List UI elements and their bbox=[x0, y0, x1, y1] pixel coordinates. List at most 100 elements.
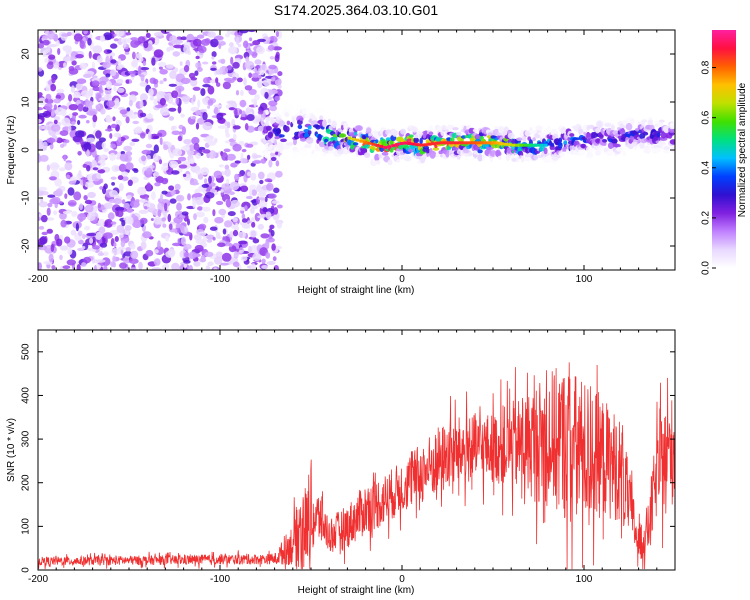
heatmap-noise-cell bbox=[171, 262, 180, 270]
heatmap-noise-cell bbox=[258, 74, 262, 80]
heatmap-noise-cell bbox=[187, 218, 190, 226]
heatmap-noise-cell bbox=[274, 54, 280, 63]
heatmap-noise-cell bbox=[240, 116, 248, 121]
heatmap-peak-cell bbox=[347, 136, 352, 140]
heatmap-noise-cell bbox=[260, 213, 268, 218]
heatmap-noise-cell bbox=[183, 65, 190, 73]
heatmap-noise-cell bbox=[154, 249, 159, 254]
heatmap-signal-cell bbox=[595, 138, 601, 144]
heatmap-noise-cell bbox=[159, 80, 164, 85]
heatmap-noise-cell bbox=[232, 217, 238, 223]
heatmap-peak-cell bbox=[455, 141, 460, 145]
heatmap-noise-cell bbox=[193, 192, 203, 198]
snr-series-line bbox=[38, 362, 675, 570]
heatmap-peak-cell bbox=[451, 141, 456, 145]
heatmap-noise-cell bbox=[251, 51, 258, 59]
heatmap-signal-cell bbox=[294, 151, 299, 157]
heatmap-noise-cell bbox=[251, 160, 262, 164]
heatmap-noise-cell bbox=[103, 148, 109, 152]
heatmap-noise-cell bbox=[89, 237, 94, 244]
heatmap-noise-cell bbox=[153, 32, 164, 37]
heatmap-noise-cell bbox=[222, 228, 227, 235]
heatmap-noise-cell bbox=[191, 136, 200, 145]
heatmap-signal-cell bbox=[334, 136, 338, 142]
heatmap-noise-cell bbox=[159, 137, 163, 146]
heatmap-noise-cell bbox=[162, 223, 167, 228]
heatmap-noise-cell bbox=[259, 179, 264, 185]
colorbar-gradient bbox=[712, 30, 736, 268]
heatmap-noise-cell bbox=[119, 262, 127, 269]
heatmap-noise-cell bbox=[47, 194, 56, 198]
heatmap-peak-cell bbox=[475, 141, 480, 145]
heatmap-noise-cell bbox=[87, 37, 92, 46]
heatmap-noise-cell bbox=[162, 112, 170, 116]
heatmap-noise-cell bbox=[50, 124, 61, 132]
heatmap-signal-cell bbox=[279, 134, 285, 138]
heatmap-noise-cell bbox=[234, 108, 238, 117]
heatmap-noise-cell bbox=[78, 114, 87, 119]
heatmap-noise-cell bbox=[168, 107, 177, 112]
heatmap-noise-cell bbox=[234, 173, 240, 182]
heatmap-noise-cell bbox=[113, 85, 117, 92]
heatmap-noise-cell bbox=[46, 228, 53, 234]
heatmap-noise-cell bbox=[246, 220, 252, 224]
heatmap-signal-cell bbox=[267, 131, 274, 139]
heatmap-signal-cell bbox=[557, 142, 563, 149]
heatmap-noise-cell bbox=[97, 252, 105, 256]
heatmap-noise-cell bbox=[73, 33, 83, 42]
heatmap-noise-cell bbox=[195, 122, 200, 130]
heatmap-noise-cell bbox=[216, 200, 224, 206]
heatmap-noise-cell bbox=[109, 152, 116, 161]
heatmap-noise-cell bbox=[243, 40, 249, 49]
heatmap-noise-cell bbox=[260, 158, 267, 164]
heatmap-noise-cell bbox=[206, 234, 215, 240]
heatmap-noise-cell bbox=[133, 168, 139, 173]
heatmap-noise-cell bbox=[123, 145, 133, 152]
heatmap-noise-cell bbox=[88, 88, 94, 97]
heatmap-noise-cell bbox=[95, 105, 100, 111]
heatmap-peak-cell bbox=[543, 143, 548, 147]
heatmap-noise-cell bbox=[118, 58, 122, 67]
heatmap-peak-cell bbox=[443, 141, 448, 145]
heatmap-noise-cell bbox=[53, 119, 58, 125]
heatmap-noise-cell bbox=[217, 242, 226, 248]
heatmap-signal-cell bbox=[598, 121, 602, 128]
heatmap-noise-cell bbox=[181, 126, 186, 135]
heatmap-noise-cell bbox=[224, 126, 229, 136]
heatmap-signal-cell bbox=[277, 103, 284, 111]
heatmap-noise-cell bbox=[225, 133, 231, 138]
heatmap-peak-cell bbox=[423, 143, 428, 147]
heatmap-noise-cell bbox=[218, 43, 222, 50]
heatmap-peak-cell bbox=[431, 142, 436, 146]
heatmap-signal-cell bbox=[460, 138, 464, 143]
heatmap-noise-cell bbox=[212, 209, 216, 217]
heatmap-noise-cell bbox=[238, 240, 248, 245]
heatmap-peak-cell bbox=[351, 137, 356, 141]
heatmap-noise-cell bbox=[153, 258, 161, 266]
heatmap-noise-cell bbox=[152, 67, 157, 72]
heatmap-signal-cell bbox=[616, 147, 622, 151]
heatmap-noise-cell bbox=[224, 168, 231, 177]
heatmap-signal-cell bbox=[669, 139, 675, 145]
heatmap-noise-cell bbox=[128, 99, 133, 107]
heatmap-noise-cell bbox=[71, 60, 77, 66]
heatmap-signal-cell bbox=[441, 124, 447, 131]
heatmap-noise-cell bbox=[48, 253, 54, 263]
heatmap-noise-cell bbox=[264, 196, 268, 203]
heatmap-noise-cell bbox=[188, 265, 193, 270]
y-tick-label: 400 bbox=[21, 387, 32, 404]
heatmap-noise-cell bbox=[45, 84, 51, 92]
heatmap-noise-cell bbox=[98, 226, 106, 234]
heatmap-signal-cell bbox=[311, 155, 318, 160]
heatmap-noise-cell bbox=[123, 202, 130, 209]
heatmap-noise-cell bbox=[129, 114, 138, 119]
heatmap-signal-cell bbox=[422, 153, 427, 161]
heatmap-noise-cell bbox=[140, 74, 145, 82]
heatmap-noise-cell bbox=[130, 250, 139, 259]
heatmap-noise-cell bbox=[79, 40, 85, 49]
heatmap-noise-cell bbox=[277, 204, 283, 209]
heatmap-peak-cell bbox=[427, 142, 432, 146]
colorbar-tick-label: 0.2 bbox=[701, 211, 712, 225]
heatmap-noise-cell bbox=[272, 46, 283, 51]
heatmap-peak-cell bbox=[447, 141, 452, 145]
